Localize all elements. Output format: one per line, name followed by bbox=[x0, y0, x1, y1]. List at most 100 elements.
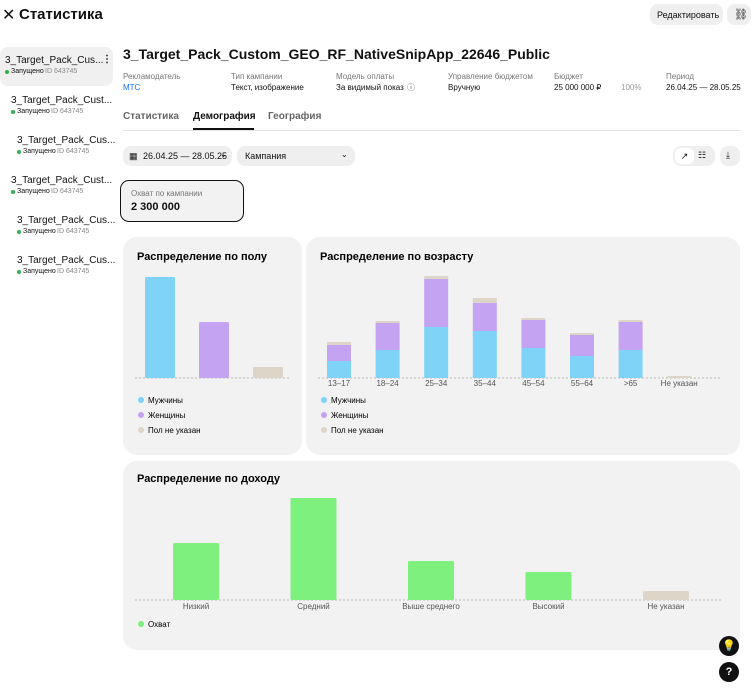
sidebar-item[interactable]: 3_Target_Pack_Cust... Запущено ID 643745 bbox=[0, 87, 113, 126]
chart-title: Распределение по полу bbox=[137, 251, 268, 263]
x-tick-label: >65 bbox=[624, 379, 638, 388]
bar-segment bbox=[424, 279, 449, 327]
chart-title: Распределение по возрасту bbox=[320, 251, 474, 263]
bar-segment bbox=[327, 361, 351, 378]
bar bbox=[199, 322, 229, 378]
close-icon[interactable]: ✕ bbox=[2, 7, 16, 24]
legend-label: Пол не указан bbox=[148, 426, 201, 435]
item-status: Запущено bbox=[17, 108, 50, 115]
item-id: ID 643745 bbox=[57, 148, 90, 155]
help-button[interactable]: ? bbox=[719, 662, 739, 682]
chart-view[interactable]: ↗ bbox=[675, 148, 694, 164]
bar-segment bbox=[375, 323, 400, 350]
x-tick-label: Высокий bbox=[532, 602, 564, 611]
tab[interactable]: Демография bbox=[193, 111, 256, 122]
sidebar-item[interactable]: 3_Target_Pack_Cus... Запущено ID 643745 ⋮ bbox=[0, 47, 113, 86]
bar bbox=[290, 498, 337, 600]
bar-segment bbox=[618, 320, 643, 322]
item-name: 3_Target_Pack_Cus... bbox=[17, 255, 116, 266]
bar bbox=[408, 561, 454, 600]
sidebar-item[interactable]: 3_Target_Pack_Cus... Запущено ID 643745 bbox=[0, 247, 116, 286]
legend-label: Мужчины bbox=[148, 396, 183, 405]
field-label: Период bbox=[666, 72, 695, 81]
legend-label: Женщины bbox=[148, 411, 186, 420]
date-label: 26.04.25 — 28.05.25 bbox=[143, 151, 228, 161]
bar-segment bbox=[424, 327, 449, 378]
bar-segment bbox=[570, 356, 594, 378]
tab-underline bbox=[193, 128, 254, 130]
item-menu[interactable]: ⋮ bbox=[102, 54, 112, 65]
sidebar-item[interactable]: 3_Target_Pack_Cus... Запущено ID 643745 bbox=[0, 207, 116, 246]
reach-value: 2 300 000 bbox=[131, 201, 180, 213]
bar-segment bbox=[521, 318, 546, 320]
legend-label: Женщины bbox=[331, 411, 369, 420]
item-id: ID 643745 bbox=[45, 68, 78, 75]
bar-segment bbox=[521, 320, 546, 348]
age-card: Распределение по возрасту 13–17 18–24 25–34… bbox=[306, 237, 740, 455]
field-label: Бюджет bbox=[554, 72, 583, 81]
legend-label: Мужчины bbox=[331, 396, 366, 405]
status-dot bbox=[11, 110, 15, 114]
legend-swatch bbox=[321, 412, 327, 418]
tab[interactable]: География bbox=[268, 111, 322, 122]
x-tick-label: 13–17 bbox=[328, 379, 351, 388]
age-chart: Распределение по возрасту 13–17 18–24 25–34… bbox=[318, 251, 722, 435]
gender-chart: Распределение по полу Мужчины Женщины Пол н… bbox=[135, 251, 290, 435]
link-button[interactable]: ⛓ bbox=[727, 4, 751, 25]
field-label: Рекламодатель bbox=[123, 72, 181, 81]
item-status: Запущено bbox=[11, 68, 44, 75]
item-status: Запущено bbox=[23, 148, 56, 155]
x-tick-label: 35–44 bbox=[474, 379, 497, 388]
bar bbox=[173, 543, 219, 600]
field-label: Управление бюджетом bbox=[448, 72, 533, 81]
field-value: 26.04.25 — 28.05.25 bbox=[666, 83, 741, 92]
bar-segment bbox=[375, 350, 400, 378]
bar-segment bbox=[618, 350, 643, 378]
link-icon: ⛓ bbox=[734, 9, 748, 21]
reach-label: Охват по кампании bbox=[131, 189, 203, 198]
sidebar-item[interactable]: 3_Target_Pack_Cust... Запущено ID 643745 bbox=[0, 167, 113, 206]
campaign-filter-label: Кампания bbox=[245, 151, 287, 161]
bar-segment bbox=[618, 322, 643, 350]
campaign-filter[interactable]: Кампания ⌄ bbox=[237, 146, 355, 166]
item-status: Запущено bbox=[17, 188, 50, 195]
field-extra: 100% bbox=[621, 83, 642, 92]
status-dot bbox=[11, 190, 15, 194]
x-tick-label: Не указан bbox=[647, 602, 684, 611]
tab[interactable]: Статистика bbox=[123, 111, 179, 122]
field-value: Вручную bbox=[448, 83, 481, 92]
calendar-icon: ▦ bbox=[129, 151, 138, 161]
campaign-title: 3_Target_Pack_Custom_GEO_RF_NativeSnipAp… bbox=[123, 46, 550, 62]
item-name: 3_Target_Pack_Cust... bbox=[11, 175, 113, 186]
tips-button[interactable]: 💡 bbox=[719, 636, 739, 656]
table-view[interactable]: ☷ bbox=[698, 150, 707, 160]
field-label: Модель оплаты bbox=[336, 72, 395, 81]
reach-card: Охват по кампании 2 300 000 bbox=[120, 180, 244, 222]
sidebar-item[interactable]: 3_Target_Pack_Cus... Запущено ID 643745 bbox=[0, 127, 115, 166]
legend-label: Охват bbox=[148, 620, 171, 629]
x-tick-label: Не указан bbox=[661, 379, 698, 388]
legend-swatch bbox=[321, 427, 327, 433]
info-icon: ⓘ bbox=[407, 83, 415, 92]
date-filter[interactable]: ▦ 26.04.25 — 28.05.25 ⌄ bbox=[123, 146, 232, 166]
bar-segment bbox=[570, 335, 594, 356]
field-label: Тип кампании bbox=[231, 72, 283, 81]
item-id: ID 643745 bbox=[51, 108, 84, 115]
bar-segment bbox=[327, 345, 351, 361]
edit-label: Редактировать bbox=[657, 10, 720, 20]
item-name: 3_Target_Pack_Cus... bbox=[5, 55, 104, 66]
edit-button[interactable]: Редактировать bbox=[650, 4, 723, 25]
chevron: ⌄ bbox=[220, 150, 227, 159]
bar-segment bbox=[570, 333, 594, 335]
item-id: ID 643745 bbox=[57, 268, 90, 275]
income-card: Распределение по доходу Низкий Средний Выше… bbox=[123, 461, 740, 650]
field-value: Текст, изображение bbox=[231, 83, 304, 92]
download-button[interactable]: ⤓ bbox=[720, 146, 740, 166]
bar-segment bbox=[667, 376, 692, 378]
status-dot bbox=[17, 150, 21, 154]
x-tick-label: 18–24 bbox=[376, 379, 399, 388]
page-title: Статистика bbox=[19, 6, 103, 23]
item-name: 3_Target_Pack_Cus... bbox=[17, 215, 116, 226]
item-status: Запущено bbox=[23, 268, 56, 275]
